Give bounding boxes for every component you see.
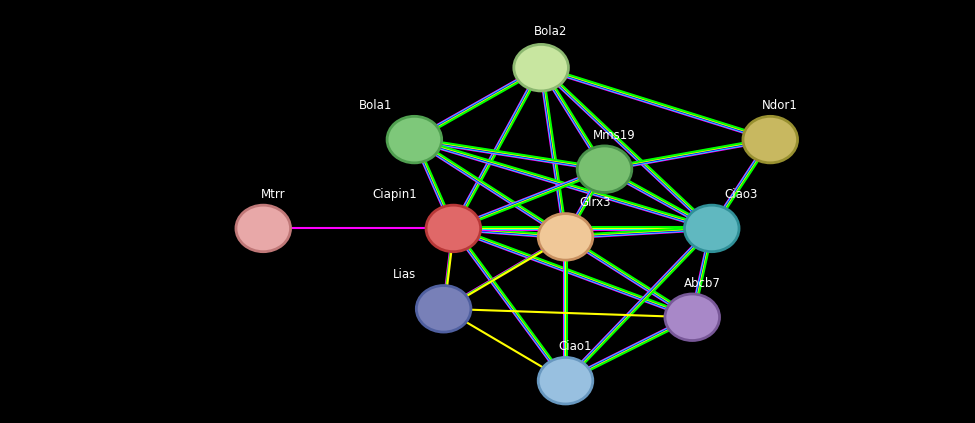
Ellipse shape [538,357,593,404]
Ellipse shape [743,116,798,163]
Ellipse shape [684,205,739,252]
Text: Bola1: Bola1 [359,99,392,112]
Ellipse shape [542,361,589,401]
Ellipse shape [542,217,589,257]
Ellipse shape [416,286,471,332]
Text: Ciapin1: Ciapin1 [372,188,417,201]
Ellipse shape [538,214,593,260]
Text: Ciao3: Ciao3 [724,188,758,201]
Ellipse shape [665,294,720,341]
Text: Ndor1: Ndor1 [762,99,798,112]
Ellipse shape [391,120,438,159]
Ellipse shape [518,48,565,88]
Ellipse shape [514,44,568,91]
Ellipse shape [387,116,442,163]
Ellipse shape [426,205,481,252]
Text: Ciao1: Ciao1 [559,340,592,353]
Ellipse shape [747,120,794,159]
Text: Glrx3: Glrx3 [579,196,610,209]
Ellipse shape [669,297,716,337]
Text: Mms19: Mms19 [593,129,636,142]
Ellipse shape [420,289,467,329]
Text: Lias: Lias [393,268,416,281]
Text: Bola2: Bola2 [534,25,567,38]
Ellipse shape [581,149,628,189]
Text: Mtrr: Mtrr [260,188,286,201]
Ellipse shape [240,209,287,248]
Ellipse shape [688,209,735,248]
Ellipse shape [430,209,477,248]
Ellipse shape [236,205,291,252]
Text: Abcb7: Abcb7 [683,277,721,290]
Ellipse shape [577,146,632,192]
